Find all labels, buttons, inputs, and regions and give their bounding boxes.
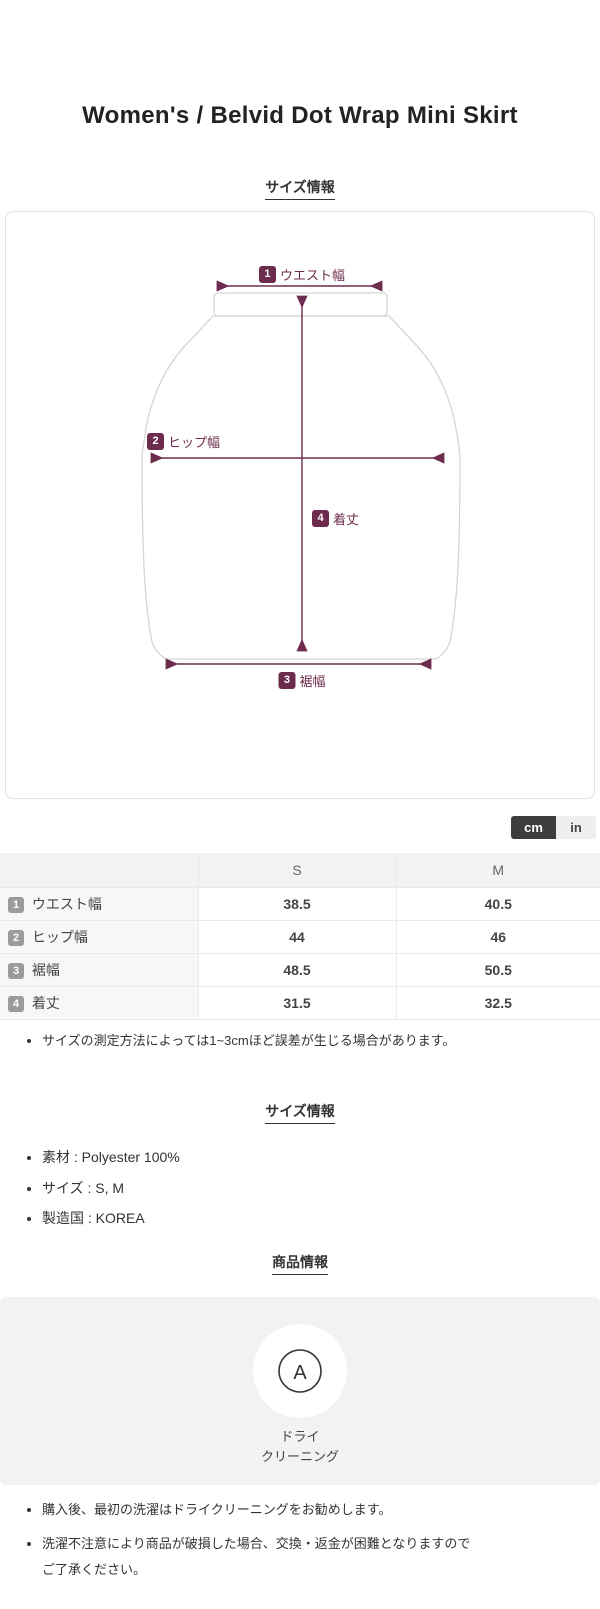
svg-text:A: A: [293, 1362, 307, 1384]
